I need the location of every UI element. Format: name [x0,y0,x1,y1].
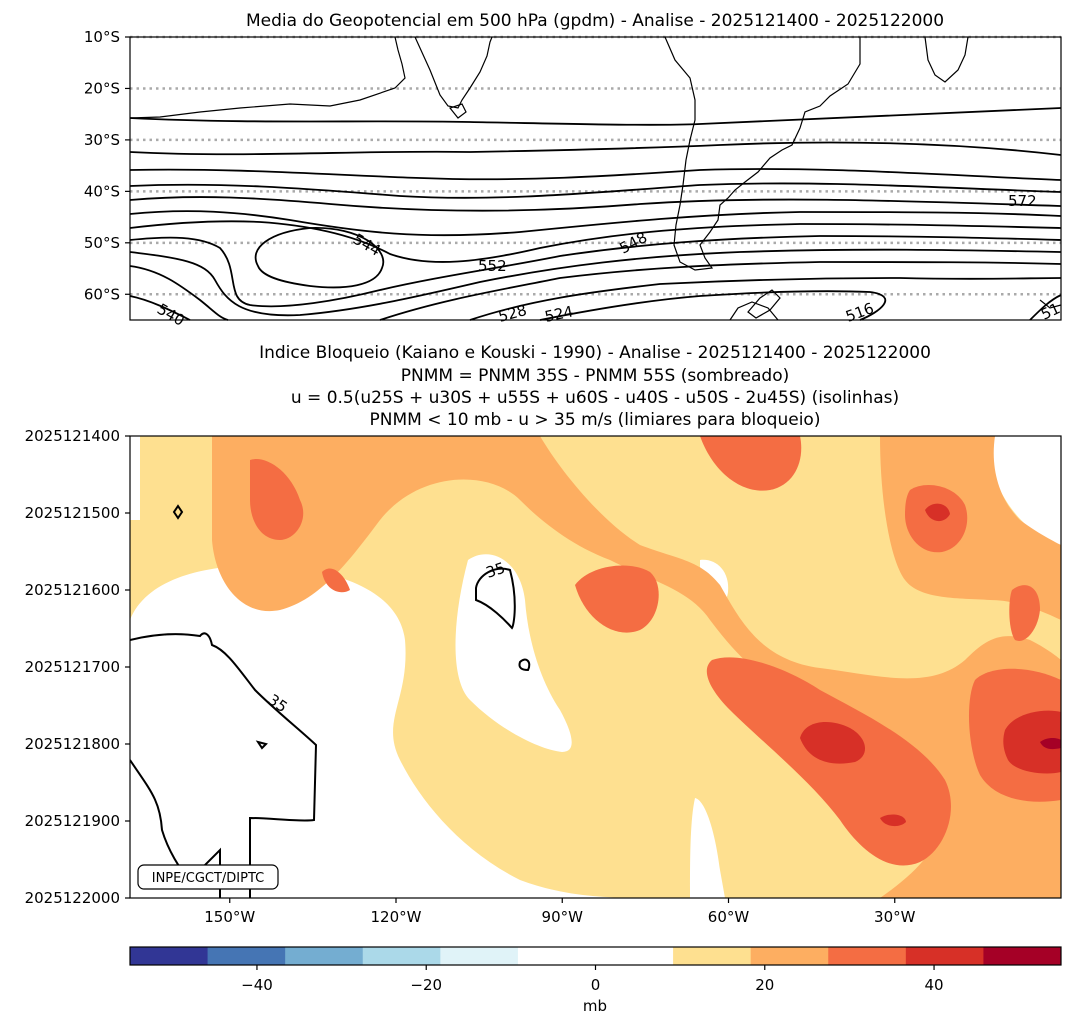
shade-region [700,436,802,491]
colorbar-segment [285,947,364,965]
colorbar-tick-label: −20 [410,976,442,994]
colorbar-segment [440,947,519,965]
shade-region [322,568,350,593]
y-tick-label: 50°S [84,234,120,252]
x-tick-label: 150°W [204,908,255,926]
colorbar-tick-label: 20 [755,976,774,994]
shade-region [880,436,1061,620]
colorbar-segment [207,947,286,965]
colorbar-segment [905,947,984,965]
y-tick-label: 2025121500 [25,504,120,522]
contour-label: 572 [1008,192,1037,210]
shade-region [880,814,906,827]
geopotential-isolines [129,107,1062,321]
contour-label: 35 [484,559,508,582]
colorbar-tick-label: 0 [591,976,601,994]
shade-region [1040,738,1061,750]
colorbar-ticks: −40 −20 0 20 40 [241,965,944,994]
y-tick-label: 2025121700 [25,658,120,676]
x-tick-label: 90°W [542,908,584,926]
top-chart-title: Media do Geopotencial em 500 hPa (gpdm) … [246,11,944,31]
contour-label: 552 [478,257,507,275]
colorbar [129,946,1062,966]
shade-region [250,459,304,540]
y-tick-label: 2025121800 [25,735,120,753]
y-tick-label: 20°S [84,79,120,97]
x-tick-label: 60°W [708,908,750,926]
bottom-x-axis: 150°W 120°W 90°W 60°W 30°W [204,898,916,926]
top-y-axis: 10°S 20°S 30°S 40°S 50°S 60°S [84,28,130,303]
shade-region [800,722,866,764]
colorbar-tick-label: 40 [924,976,943,994]
y-tick-label: 30°S [84,131,120,149]
top-map-area: 544 552 548 572 528 524 516 540 51 [129,35,1063,330]
bottom-title-line: PNMM < 10 mb - u > 35 m/s (limiares para… [370,410,821,430]
shade-region [992,436,1061,545]
bottom-y-axis: 2025121400 2025121500 2025121600 2025121700… [25,427,130,907]
colorbar-tick-label: −40 [241,976,273,994]
shade-region [925,503,950,522]
colorbar-segment [595,947,674,965]
bottom-title-line: Indice Bloqueio (Kaiano e Kouski - 1990)… [259,343,931,363]
colorbar-label: mb [583,997,607,1015]
colorbar-segment [673,947,752,965]
y-tick-label: 10°S [84,28,120,46]
shade-region [690,798,725,898]
bottom-title-line: PNMM = PNMM 35S - PNMM 55S (sombreado) [401,366,790,386]
watermark-box [137,864,279,890]
colorbar-segment [983,947,1062,965]
colorbar-segment [362,947,441,965]
y-tick-label: 40°S [84,182,120,200]
y-tick-label: 2025121400 [25,427,120,445]
watermark-text: INPE/CGCT/DIPTC [152,871,264,886]
shade-region [1003,710,1061,774]
colorbar-segment [750,947,829,965]
shade-region [130,436,640,898]
colorbar-segment [130,947,209,965]
shade-region [575,565,659,633]
bottom-chart-title: Indice Bloqueio (Kaiano e Kouski - 1990)… [259,343,931,430]
x-tick-label: 120°W [371,908,422,926]
y-tick-label: 60°S [84,285,120,303]
bottom-title-line: u = 0.5(u25S + u30S + u55S + u60S - u40S… [291,388,899,408]
y-tick-label: 2025121900 [25,812,120,830]
y-tick-label: 2025121600 [25,581,120,599]
colorbar-segment [517,947,596,965]
y-tick-label: 2025122000 [25,889,120,907]
shade-region [212,436,1061,898]
coastlines-bottom [130,504,531,898]
shade-region [1009,585,1040,641]
x-tick-label: 30°W [874,908,916,926]
blocking-index-heatmap: 35 35 INPE/CGCT/DIPTC [130,436,1061,898]
colorbar-segment [828,947,907,965]
